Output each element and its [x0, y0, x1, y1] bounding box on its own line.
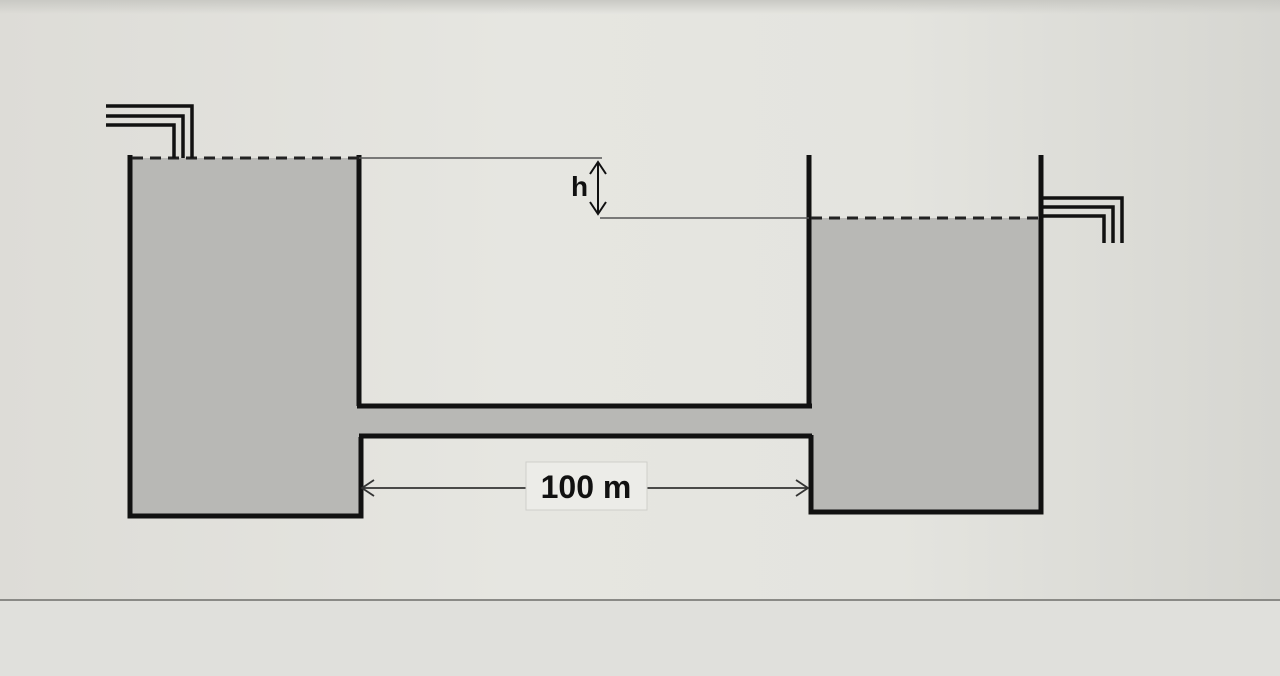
right-tank-wall [808, 155, 1044, 515]
left-tank-water [130, 158, 359, 514]
pipe-water [359, 405, 811, 436]
bottom-band [0, 601, 1280, 676]
reservoir-pipe-diagram: h 100 m [106, 104, 1124, 519]
page-divider [0, 599, 1280, 601]
right-surface-symbol [1040, 196, 1124, 243]
pipe-length-label: 100 m [541, 469, 632, 505]
pipe-length-dimension [360, 479, 810, 497]
top-edge-shadow [0, 0, 1280, 14]
head-difference-arrow [589, 160, 607, 216]
left-surface-symbol [106, 104, 194, 158]
left-tank-wall [127, 155, 364, 519]
head-label: h [571, 171, 588, 202]
right-tank-water [811, 218, 1039, 512]
pipe-length-label-box [525, 461, 648, 511]
